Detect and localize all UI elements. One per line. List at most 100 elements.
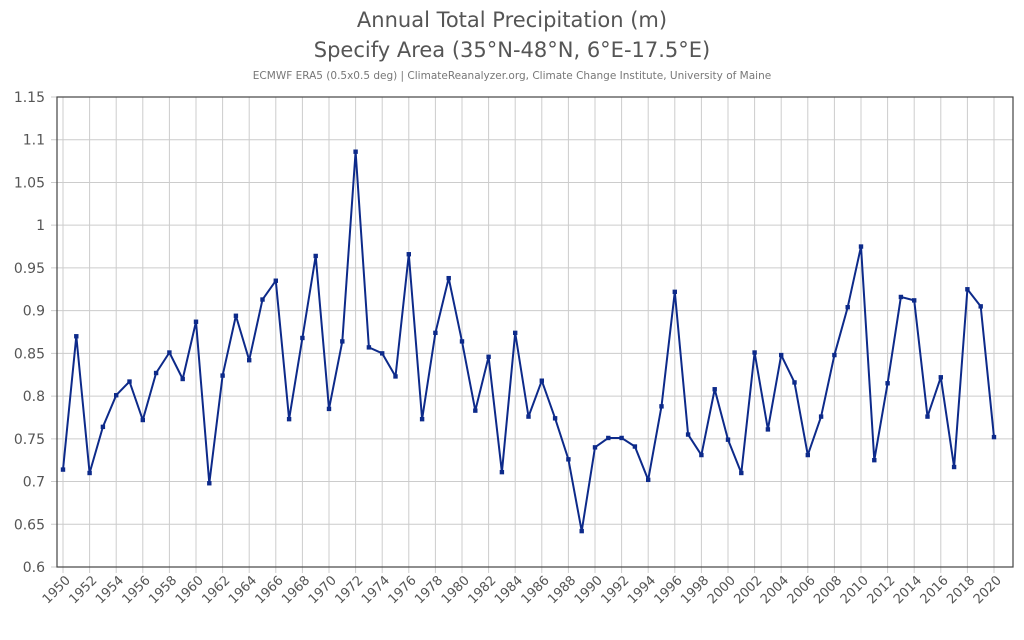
data-point xyxy=(220,373,225,378)
data-point xyxy=(925,414,930,419)
x-tick-label: 1954 xyxy=(93,573,127,607)
data-point xyxy=(326,406,332,412)
data-point xyxy=(832,352,837,358)
x-tick-label: 1978 xyxy=(412,573,446,607)
y-tick-label: 0.9 xyxy=(23,304,45,320)
data-point xyxy=(912,298,917,303)
data-point xyxy=(805,452,810,458)
data-point xyxy=(526,414,531,419)
data-point xyxy=(552,416,558,421)
data-point xyxy=(792,380,797,385)
data-point xyxy=(978,304,983,309)
data-point xyxy=(858,244,864,249)
data-point xyxy=(74,334,79,339)
x-tick-label: 1986 xyxy=(519,573,553,607)
data-point xyxy=(393,374,398,379)
y-tick-label: 0.7 xyxy=(23,475,45,491)
x-tick-label: 1962 xyxy=(199,573,233,607)
data-point xyxy=(380,351,385,356)
data-point xyxy=(167,350,172,355)
x-tick-label: 2018 xyxy=(944,573,978,607)
x-tick-label: 1974 xyxy=(359,573,393,607)
data-point xyxy=(340,339,345,344)
data-point xyxy=(193,319,199,324)
x-tick-label: 1976 xyxy=(386,573,420,607)
y-tick-label: 0.95 xyxy=(14,261,45,277)
data-point xyxy=(300,335,305,341)
chart-title: Annual Total Precipitation (m) xyxy=(356,8,668,32)
data-point xyxy=(712,387,717,392)
data-point xyxy=(180,376,185,382)
x-tick-label: 1988 xyxy=(545,573,579,607)
x-tick-label: 1964 xyxy=(226,573,260,607)
data-point xyxy=(632,444,638,449)
y-tick-label: 0.6 xyxy=(23,560,45,576)
data-point xyxy=(739,470,744,476)
y-tick-label: 1.15 xyxy=(14,90,45,106)
data-point xyxy=(752,350,757,355)
x-tick-label: 1980 xyxy=(439,573,473,607)
data-point xyxy=(366,345,372,350)
x-tick-label: 2014 xyxy=(891,573,925,607)
axes xyxy=(56,96,1014,568)
data-point xyxy=(459,339,465,344)
data-point xyxy=(260,297,265,302)
data-point xyxy=(885,381,890,386)
data-point xyxy=(938,375,943,380)
data-point xyxy=(779,352,784,358)
data-point xyxy=(592,445,598,450)
data-point xyxy=(473,408,478,413)
data-point xyxy=(499,469,505,475)
data-point xyxy=(486,354,491,359)
x-tick-label: 2004 xyxy=(758,573,792,607)
x-tick-label: 1960 xyxy=(173,573,207,607)
x-tick-label: 1966 xyxy=(253,573,287,607)
data-point xyxy=(60,467,66,472)
x-tick-label: 2020 xyxy=(971,573,1005,607)
data-point xyxy=(100,424,106,430)
x-tick-label: 2010 xyxy=(838,573,872,607)
x-tick-label: 1952 xyxy=(66,573,100,607)
x-tick-label: 1992 xyxy=(598,573,632,607)
chart-subtitle: Specify Area (35°N-48°N, 6°E-17.5°E) xyxy=(313,38,711,62)
x-tick-label: 2002 xyxy=(731,573,765,607)
x-tick-label: 1982 xyxy=(465,573,499,607)
y-tick-label: 0.65 xyxy=(14,517,45,533)
x-axis-ticks: 1950195219541956195819601962196419661968… xyxy=(40,573,1005,607)
x-tick-label: 2012 xyxy=(864,573,898,607)
data-point xyxy=(247,358,252,363)
data-point xyxy=(353,149,358,154)
plot-frame xyxy=(56,96,1014,568)
chart-source: ECMWF ERA5 (0.5x0.5 deg) | ClimateReanal… xyxy=(252,70,772,82)
data-point xyxy=(951,464,957,470)
x-tick-label: 1956 xyxy=(120,573,154,607)
data-point xyxy=(513,330,518,336)
data-point xyxy=(446,275,451,281)
data-point xyxy=(419,416,425,422)
data-point xyxy=(273,278,278,283)
y-tick-label: 0.85 xyxy=(14,346,45,362)
y-tick-label: 0.75 xyxy=(14,432,45,448)
data-point xyxy=(659,404,664,409)
data-point xyxy=(685,432,691,437)
data-point xyxy=(127,379,132,384)
x-tick-label: 1970 xyxy=(306,573,340,607)
data-point xyxy=(539,378,544,383)
x-tick-label: 1994 xyxy=(625,573,659,607)
y-tick-label: 1 xyxy=(36,218,45,234)
data-point xyxy=(725,437,731,442)
x-tick-label: 1972 xyxy=(332,573,366,607)
y-tick-label: 0.8 xyxy=(23,389,45,405)
x-tick-label: 1968 xyxy=(279,573,313,607)
x-tick-label: 2000 xyxy=(705,573,739,607)
data-point xyxy=(898,294,904,300)
x-tick-label: 2008 xyxy=(811,573,845,607)
data-point xyxy=(646,477,651,483)
data-point xyxy=(233,313,239,318)
grid xyxy=(51,96,1013,573)
x-tick-label: 1990 xyxy=(572,573,606,607)
data-point xyxy=(991,434,997,440)
series xyxy=(60,149,997,534)
data-point xyxy=(818,414,824,419)
